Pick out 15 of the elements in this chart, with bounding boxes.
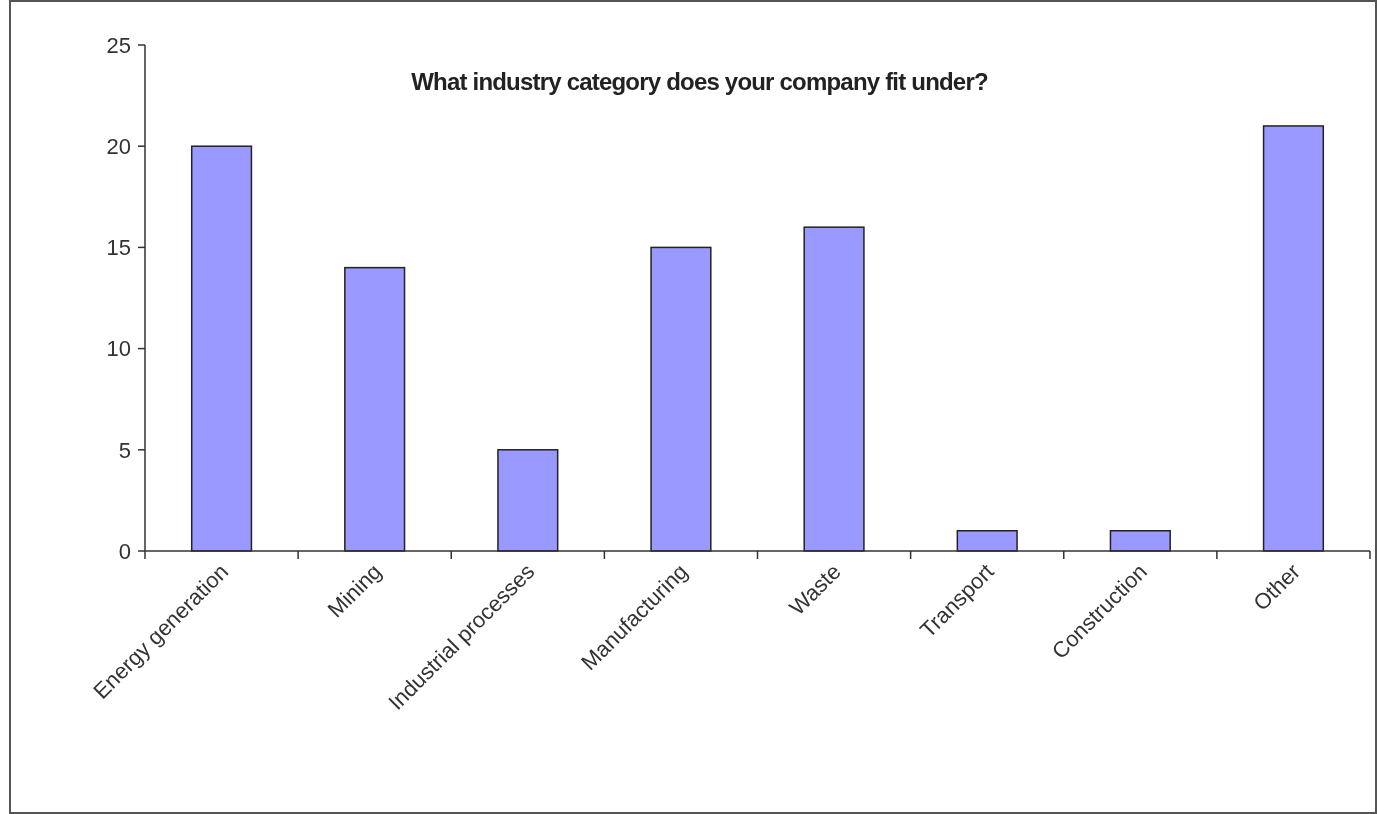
bar [1109,530,1171,552]
y-tick-label: 20 [106,133,131,159]
bar [344,266,406,552]
bar [190,145,253,552]
bar [497,449,559,552]
y-tick-label: 25 [106,32,131,58]
y-tick-label: 10 [106,336,131,362]
bar [803,226,865,552]
y-tick-label: 5 [118,437,131,463]
y-tick-label: 0 [118,538,131,564]
bar [1262,125,1325,552]
bar [650,246,712,552]
text: What industry category does your company fit under? [411,68,988,95]
bar [956,530,1018,552]
y-tick-label: 15 [106,235,131,261]
